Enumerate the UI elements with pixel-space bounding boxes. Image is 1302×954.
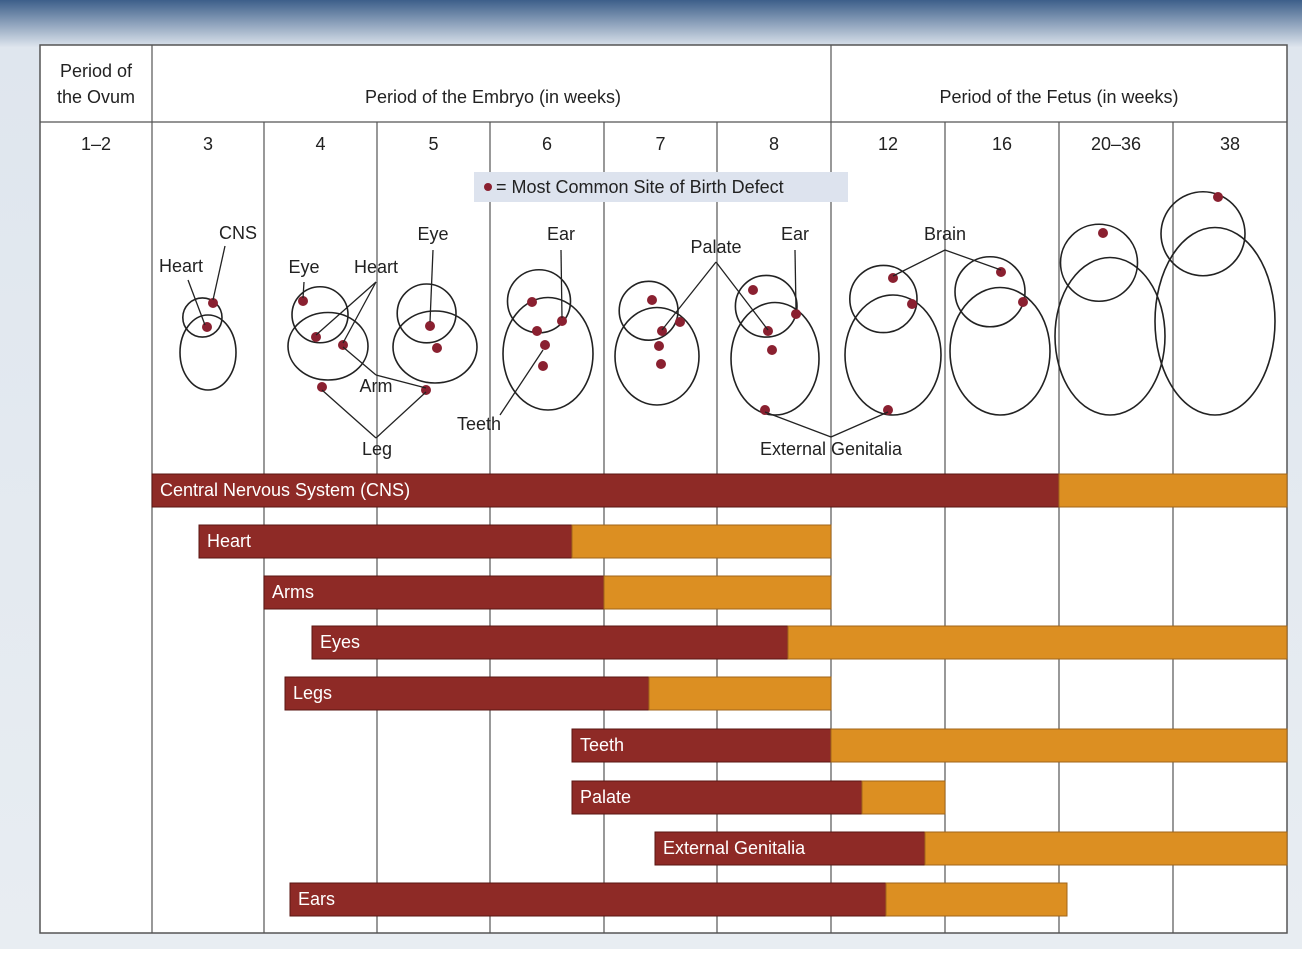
- bar-critical: [312, 626, 788, 659]
- week-label: 1–2: [81, 134, 111, 154]
- legend-dot: [484, 183, 492, 191]
- bar-minor: [862, 781, 945, 814]
- defect-dot: [425, 321, 435, 331]
- defect-dot: [1098, 228, 1108, 238]
- diagram: Period of the Ovum Period of the Embryo (i…: [0, 0, 1302, 949]
- site-label: CNS: [219, 223, 257, 243]
- week-label: 4: [315, 134, 325, 154]
- bar-minor: [831, 729, 1287, 762]
- header-ovum: Period of: [60, 61, 133, 81]
- defect-dot: [1213, 192, 1223, 202]
- bar-minor: [572, 525, 831, 558]
- bar-label: Palate: [580, 787, 631, 807]
- defect-dot: [432, 343, 442, 353]
- bar-minor: [925, 832, 1287, 865]
- week-label: 3: [203, 134, 213, 154]
- bar-label: Eyes: [320, 632, 360, 652]
- header-fetus: Period of the Fetus (in weeks): [939, 87, 1178, 107]
- bar-label: External Genitalia: [663, 838, 806, 858]
- bar-minor: [649, 677, 831, 710]
- week-label: 5: [428, 134, 438, 154]
- week-label: 12: [878, 134, 898, 154]
- week-label: 8: [769, 134, 779, 154]
- site-label: Ear: [781, 224, 809, 244]
- site-label: Palate: [690, 237, 741, 257]
- site-label: External Genitalia: [760, 439, 903, 459]
- week-label: 6: [542, 134, 552, 154]
- week-label: 20–36: [1091, 134, 1141, 154]
- defect-dot: [907, 299, 917, 309]
- defect-dot: [767, 345, 777, 355]
- defect-dot: [657, 326, 667, 336]
- bar-critical: [290, 883, 886, 916]
- bar-minor: [788, 626, 1287, 659]
- bar-critical: [199, 525, 572, 558]
- site-label: Eye: [417, 224, 448, 244]
- defect-dot: [656, 359, 666, 369]
- bar-label: Teeth: [580, 735, 624, 755]
- defect-dot: [654, 341, 664, 351]
- defect-dot: [311, 332, 321, 342]
- bar-label: Central Nervous System (CNS): [160, 480, 410, 500]
- defect-dot: [532, 326, 542, 336]
- site-label: Heart: [159, 256, 203, 276]
- bar-minor: [1059, 474, 1287, 507]
- defect-dot: [647, 295, 657, 305]
- defect-dot: [538, 361, 548, 371]
- defect-dot: [1018, 297, 1028, 307]
- defect-dot: [338, 340, 348, 350]
- defect-dot: [675, 317, 685, 327]
- site-label: Teeth: [457, 414, 501, 434]
- site-label: Heart: [354, 257, 398, 277]
- bar-critical: [264, 576, 604, 609]
- site-label: Leg: [362, 439, 392, 459]
- site-label: Ear: [547, 224, 575, 244]
- site-label: Eye: [288, 257, 319, 277]
- bar-label: Arms: [272, 582, 314, 602]
- bar-minor: [604, 576, 831, 609]
- week-label: 38: [1220, 134, 1240, 154]
- defect-dot: [540, 340, 550, 350]
- site-label: Brain: [924, 224, 966, 244]
- header-ovum: the Ovum: [57, 87, 135, 107]
- bar-label: Legs: [293, 683, 332, 703]
- site-label: Arm: [360, 376, 393, 396]
- defect-dot: [791, 309, 801, 319]
- defect-dot: [748, 285, 758, 295]
- bar-critical: [285, 677, 649, 710]
- bar-minor: [886, 883, 1067, 916]
- week-label: 16: [992, 134, 1012, 154]
- defect-dot: [202, 322, 212, 332]
- bar-label: Ears: [298, 889, 335, 909]
- legend-text: = Most Common Site of Birth Defect: [496, 177, 784, 197]
- defect-dot: [527, 297, 537, 307]
- bar-label: Heart: [207, 531, 251, 551]
- header-embryo: Period of the Embryo (in weeks): [365, 87, 621, 107]
- defect-dot: [763, 326, 773, 336]
- week-label: 7: [655, 134, 665, 154]
